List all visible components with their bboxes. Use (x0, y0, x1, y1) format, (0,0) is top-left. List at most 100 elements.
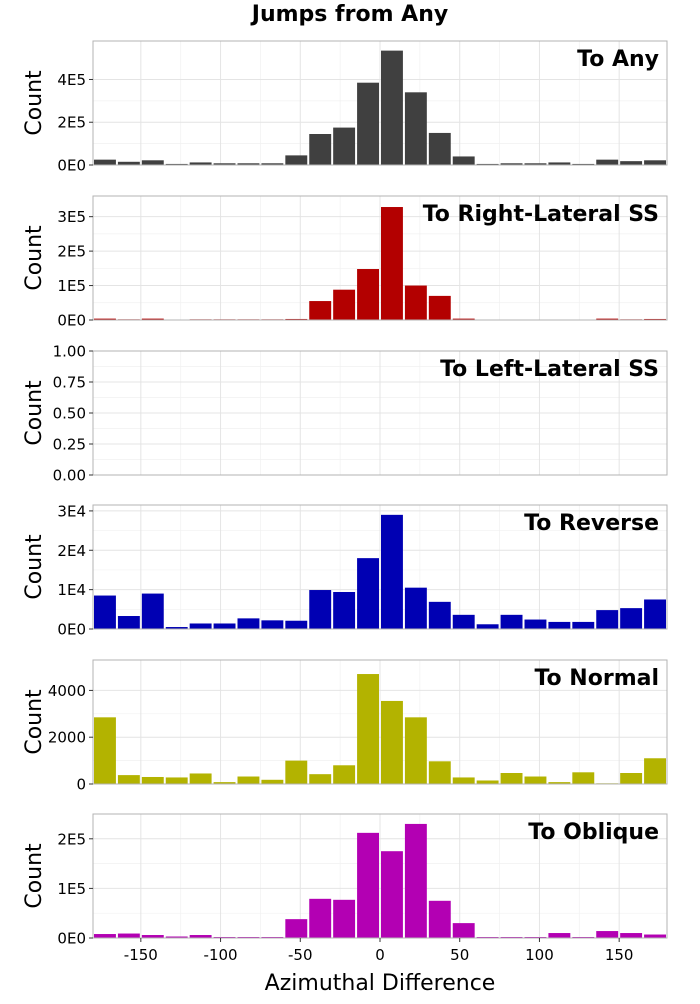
bar-to-oblique (548, 933, 570, 938)
y-tick-label: 2000 (48, 729, 86, 747)
y-tick-label: 3E4 (57, 502, 86, 520)
bar-to-reverse (620, 608, 642, 629)
panel-label-to-left-lateral-ss: To Left-Lateral SS (440, 357, 659, 382)
panel-label-to-oblique: To Oblique (528, 820, 659, 845)
bar-to-normal (94, 717, 116, 784)
bar-to-right-lateral-ss (405, 286, 427, 320)
panel-label-to-right-lateral-ss: To Right-Lateral SS (423, 202, 659, 227)
bar-to-reverse (333, 592, 355, 629)
bar-to-any (453, 156, 475, 165)
bar-to-any (596, 160, 618, 165)
y-tick-label: 2E5 (57, 830, 86, 848)
bar-to-any (644, 160, 666, 165)
y-axis-label: Count (22, 70, 47, 136)
bar-to-oblique (381, 851, 403, 938)
bar-to-right-lateral-ss (357, 269, 379, 320)
y-tick-label: 4000 (48, 682, 86, 700)
y-tick-label: 0E0 (57, 312, 86, 330)
y-tick-label: 2E5 (57, 114, 86, 132)
bar-to-oblique (118, 934, 140, 938)
bar-to-normal (190, 773, 212, 784)
y-axis-label: Count (22, 380, 47, 446)
bar-to-any (405, 92, 427, 165)
x-tick-label: 150 (605, 946, 634, 964)
y-tick-label: 1E5 (57, 880, 86, 898)
y-tick-label: 0 (76, 776, 86, 794)
y-tick-label: 2E5 (57, 243, 86, 261)
y-axis-label: Count (22, 689, 47, 755)
y-tick-label: 1E4 (57, 581, 86, 599)
bar-to-normal (309, 774, 331, 784)
y-tick-label: 0E0 (57, 157, 86, 175)
bar-to-oblique (453, 923, 475, 938)
bar-to-oblique (596, 931, 618, 938)
figure-title: Jumps from Any (0, 2, 700, 27)
bar-to-right-lateral-ss (381, 207, 403, 320)
bar-to-reverse (261, 620, 283, 629)
bar-to-normal (261, 780, 283, 784)
bar-to-normal (620, 773, 642, 784)
bar-to-normal (405, 717, 427, 784)
bar-to-any (142, 160, 164, 165)
bar-to-any (357, 83, 379, 165)
bar-to-normal (429, 761, 451, 784)
bar-to-oblique (620, 933, 642, 938)
bar-to-oblique (333, 900, 355, 938)
bar-to-any (309, 134, 331, 165)
y-tick-label: 4E5 (57, 71, 86, 89)
y-axis-label: Count (22, 843, 47, 909)
bar-to-any (94, 160, 116, 165)
y-axis-label: Count (22, 534, 47, 600)
bar-to-reverse (285, 621, 307, 629)
y-tick-label: 0.75 (53, 374, 86, 392)
x-tick-label: 100 (525, 946, 554, 964)
bar-to-oblique (405, 824, 427, 938)
y-tick-label: 0E0 (57, 930, 86, 948)
bar-to-reverse (142, 594, 164, 629)
y-tick-label: 1E5 (57, 277, 86, 295)
bar-to-reverse (381, 515, 403, 629)
bar-to-normal (453, 777, 475, 784)
y-axis-label: Count (22, 225, 47, 291)
y-tick-label: 0E0 (57, 621, 86, 639)
bar-to-reverse (453, 615, 475, 629)
bar-to-reverse (357, 558, 379, 629)
bar-to-normal (285, 761, 307, 784)
y-tick-label: 0.25 (53, 436, 86, 454)
bar-to-reverse (214, 623, 236, 629)
bar-to-oblique (357, 833, 379, 938)
bar-to-right-lateral-ss (429, 296, 451, 320)
bar-to-normal (118, 775, 140, 784)
bar-to-any (333, 128, 355, 165)
bar-to-reverse (548, 622, 570, 629)
bar-to-right-lateral-ss (309, 301, 331, 320)
bar-to-reverse (596, 610, 618, 629)
bar-to-reverse (405, 588, 427, 629)
bar-to-normal (357, 674, 379, 784)
x-tick-label: -100 (204, 946, 238, 964)
y-tick-label: 1.00 (53, 343, 86, 361)
bar-to-any (381, 51, 403, 165)
bar-to-reverse (525, 620, 547, 629)
bar-to-reverse (644, 599, 666, 629)
x-tick-label: 0 (375, 946, 385, 964)
panel-label-to-normal: To Normal (534, 666, 659, 691)
x-tick-label: 50 (450, 946, 469, 964)
bar-to-right-lateral-ss (333, 290, 355, 320)
x-axis-label: Azimuthal Difference (265, 971, 496, 996)
panel-label-to-any: To Any (577, 47, 659, 72)
y-tick-label: 0.00 (53, 467, 86, 485)
x-tick-label: -150 (124, 946, 158, 964)
bar-to-oblique (309, 899, 331, 938)
bar-to-normal (238, 777, 260, 784)
bar-to-any (620, 161, 642, 165)
bar-to-any (429, 133, 451, 165)
y-tick-label: 0.50 (53, 405, 86, 423)
bar-to-normal (166, 777, 188, 784)
bar-to-normal (333, 765, 355, 784)
bar-to-normal (381, 701, 403, 784)
bar-to-normal (644, 758, 666, 784)
bar-to-oblique (644, 935, 666, 938)
bar-to-reverse (238, 618, 260, 629)
x-tick-label: -50 (288, 946, 313, 964)
